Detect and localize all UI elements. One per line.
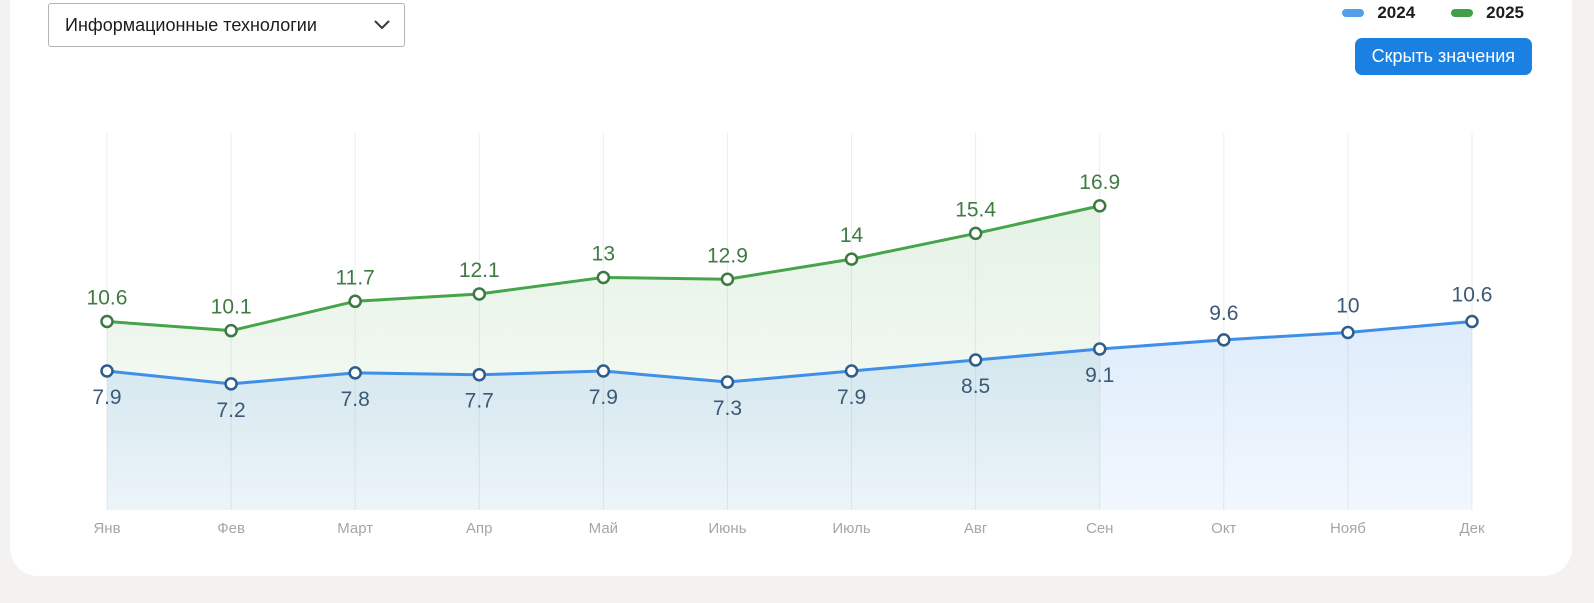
legend-swatch [1342, 9, 1365, 17]
value-label-2025: 10.1 [211, 296, 252, 319]
point-2024-Янв[interactable] [100, 364, 114, 378]
value-label-2024: 7.9 [92, 386, 121, 409]
value-label-2025: 15.4 [955, 198, 996, 221]
category-select-value: Информационные технологии [65, 14, 317, 35]
hide-values-button[interactable]: Скрыть значения [1354, 38, 1532, 75]
value-label-2024: 10 [1336, 295, 1359, 318]
axis-label-Дек: Дек [1459, 520, 1485, 537]
category-select[interactable]: Информационные технологии [48, 3, 405, 47]
axis-label-Март: Март [337, 520, 373, 537]
point-2025-Май[interactable] [596, 270, 611, 285]
point-2024-Нояб[interactable] [1341, 325, 1355, 340]
value-label-2025: 10.6 [87, 286, 128, 309]
axis-label-Июнь: Июнь [708, 520, 746, 537]
point-2024-Апр[interactable] [472, 367, 487, 382]
value-label-2025: 11.7 [336, 266, 375, 289]
axis-label-Окт: Окт [1211, 520, 1236, 537]
point-2024-Окт[interactable] [1217, 333, 1231, 347]
point-2025-Янв[interactable] [100, 314, 114, 329]
value-label-2024: 7.3 [713, 397, 742, 420]
line-2024 [105, 319, 1474, 386]
value-label-2024: 9.6 [1209, 302, 1238, 325]
axis-label-Май: Май [589, 520, 618, 537]
value-label-2024: 7.9 [589, 386, 618, 409]
axis-label-Авг: Авг [964, 520, 988, 537]
chevron-down-icon [374, 20, 390, 30]
value-label-2024: 7.9 [837, 386, 866, 409]
area-2024 [107, 321, 1472, 510]
point-2024-Дек[interactable] [1465, 314, 1479, 329]
point-2025-Фев[interactable] [224, 323, 238, 338]
legend-swatch [1451, 9, 1474, 17]
point-2024-Сен[interactable] [1092, 342, 1107, 356]
point-2025-Апр[interactable] [472, 287, 487, 301]
legend-item-2025[interactable]: 2025 [1451, 3, 1524, 23]
axis-label-Нояб: Нояб [1330, 520, 1366, 537]
value-label-2025: 14 [840, 224, 864, 247]
point-2025-Июль[interactable] [844, 252, 859, 266]
point-2025-Авг[interactable] [968, 226, 983, 241]
legend-label: 2025 [1486, 3, 1524, 22]
value-label-2025: 12.9 [707, 244, 748, 267]
chart-legend: 2024 2025 [1342, 2, 1524, 24]
legend-label: 2024 [1377, 3, 1416, 22]
value-label-2025: 12.1 [459, 259, 500, 282]
point-2024-Июль[interactable] [844, 364, 859, 378]
value-label-2024: 7.2 [216, 399, 245, 422]
point-2025-Март[interactable] [348, 294, 362, 309]
point-2025-Июнь[interactable] [720, 272, 735, 287]
value-label-2024: 10.6 [1452, 283, 1493, 306]
value-label-2024: 7.8 [341, 388, 370, 411]
point-2024-Май[interactable] [596, 364, 611, 378]
point-2024-Авг[interactable] [968, 353, 983, 367]
axis-label-Фев: Фев [217, 520, 245, 537]
value-label-2025: 13 [592, 242, 615, 265]
point-2024-Фев[interactable] [224, 377, 238, 391]
point-2024-Июнь[interactable] [720, 375, 735, 389]
value-label-2025: 16.9 [1079, 171, 1120, 194]
value-label-2024: 9.1 [1085, 364, 1114, 387]
value-label-2024: 7.7 [465, 390, 494, 413]
point-2025-Сен[interactable] [1092, 199, 1107, 213]
point-2024-Март[interactable] [348, 366, 362, 380]
legend-item-2024[interactable]: 2024 [1342, 3, 1415, 23]
axis-label-Июль: Июль [832, 520, 870, 537]
value-label-2024: 8.5 [961, 375, 990, 398]
axis-label-Янв: Янв [93, 520, 120, 537]
axis-label-Апр: Апр [466, 520, 492, 537]
axis-label-Сен: Сен [1086, 520, 1113, 537]
